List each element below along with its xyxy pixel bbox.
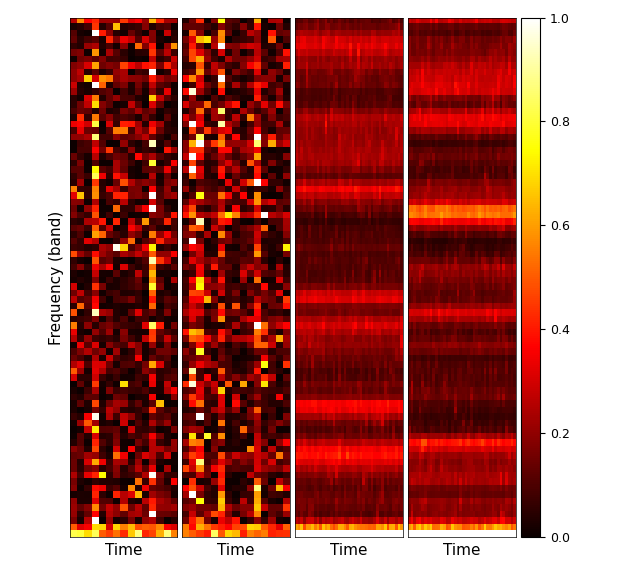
X-axis label: Time: Time xyxy=(217,543,255,558)
X-axis label: Time: Time xyxy=(443,543,480,558)
X-axis label: Time: Time xyxy=(331,543,368,558)
X-axis label: Time: Time xyxy=(104,543,142,558)
Y-axis label: Frequency (band): Frequency (band) xyxy=(49,210,64,345)
